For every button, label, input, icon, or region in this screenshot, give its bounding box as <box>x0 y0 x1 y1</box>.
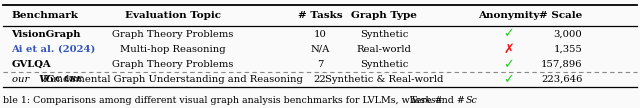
Text: 7: 7 <box>317 60 323 69</box>
Text: 3,000: 3,000 <box>554 29 582 39</box>
Text: N/A: N/A <box>310 45 330 54</box>
Text: URE: URE <box>63 75 83 83</box>
Text: VG: VG <box>38 75 54 84</box>
Text: Anonymity: Anonymity <box>478 11 540 20</box>
Text: 22: 22 <box>314 75 326 84</box>
Text: Graph Theory Problems: Graph Theory Problems <box>112 29 234 39</box>
Text: and #: and # <box>433 96 468 105</box>
Text: Evaluation Topic: Evaluation Topic <box>125 11 221 20</box>
Text: GVLQA: GVLQA <box>12 60 51 69</box>
Text: Ai et al. (2024): Ai et al. (2024) <box>12 45 96 54</box>
Text: # Scale: # Scale <box>539 11 582 20</box>
Text: Real-world: Real-world <box>356 45 412 54</box>
Text: Tasks: Tasks <box>410 96 436 105</box>
Text: 223,646: 223,646 <box>541 75 582 84</box>
Text: Graph Theory Problems: Graph Theory Problems <box>112 60 234 69</box>
Text: ✓: ✓ <box>504 73 514 86</box>
Text: VisionGraph: VisionGraph <box>12 29 81 39</box>
Text: C: C <box>55 75 61 83</box>
Text: 157,896: 157,896 <box>541 60 582 69</box>
Text: ble 1: Comparisons among different visual graph analysis benchmarks for LVLMs, w: ble 1: Comparisons among different visua… <box>3 96 446 105</box>
Text: Sc: Sc <box>466 96 477 105</box>
Text: # Tasks: # Tasks <box>298 11 342 20</box>
Text: ✓: ✓ <box>504 58 514 71</box>
Text: ✗: ✗ <box>504 43 514 56</box>
Text: ✓: ✓ <box>504 28 514 40</box>
Text: Graph Type: Graph Type <box>351 11 417 20</box>
Text: Synthetic: Synthetic <box>360 60 408 69</box>
Text: Synthetic & Real-world: Synthetic & Real-world <box>325 75 443 84</box>
Text: 10: 10 <box>314 29 326 39</box>
Text: Fundamental Graph Understanding and Reasoning: Fundamental Graph Understanding and Reas… <box>43 75 303 84</box>
Text: Multi-hop Reasoning: Multi-hop Reasoning <box>120 45 226 54</box>
Text: Synthetic: Synthetic <box>360 29 408 39</box>
Text: our: our <box>12 75 32 84</box>
Text: Benchmark: Benchmark <box>12 11 78 20</box>
Text: 1,355: 1,355 <box>554 45 582 54</box>
